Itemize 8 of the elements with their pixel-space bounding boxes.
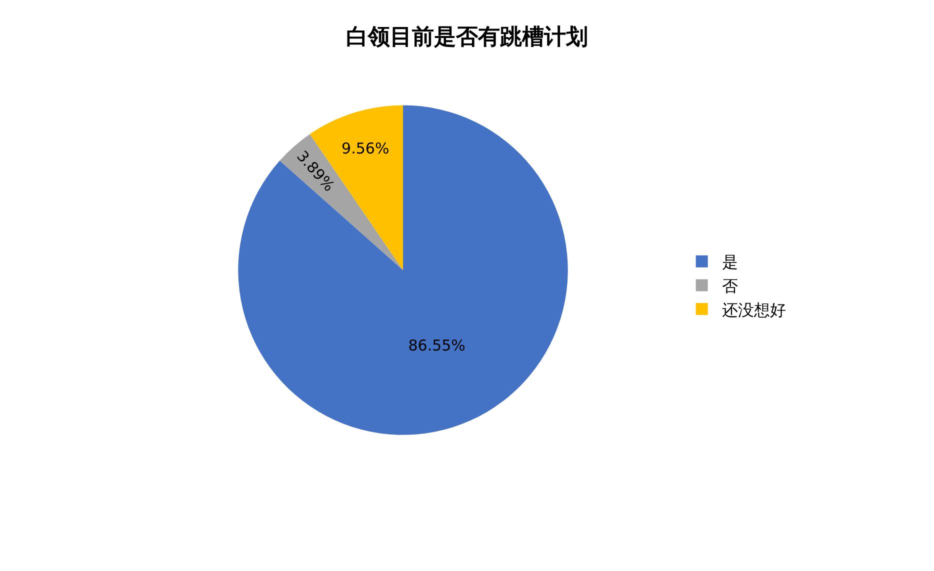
legend-label: 否: [722, 276, 738, 296]
legend-label: 还没想好: [722, 300, 786, 320]
pie-slice: [280, 134, 404, 270]
data-label: 9.56%: [342, 140, 390, 158]
legend-label: 是: [722, 252, 738, 272]
pie-slice: [238, 105, 568, 435]
chart-title: 白领目前是否有跳槽计划: [346, 24, 588, 50]
data-label: 86.55%: [408, 336, 466, 354]
